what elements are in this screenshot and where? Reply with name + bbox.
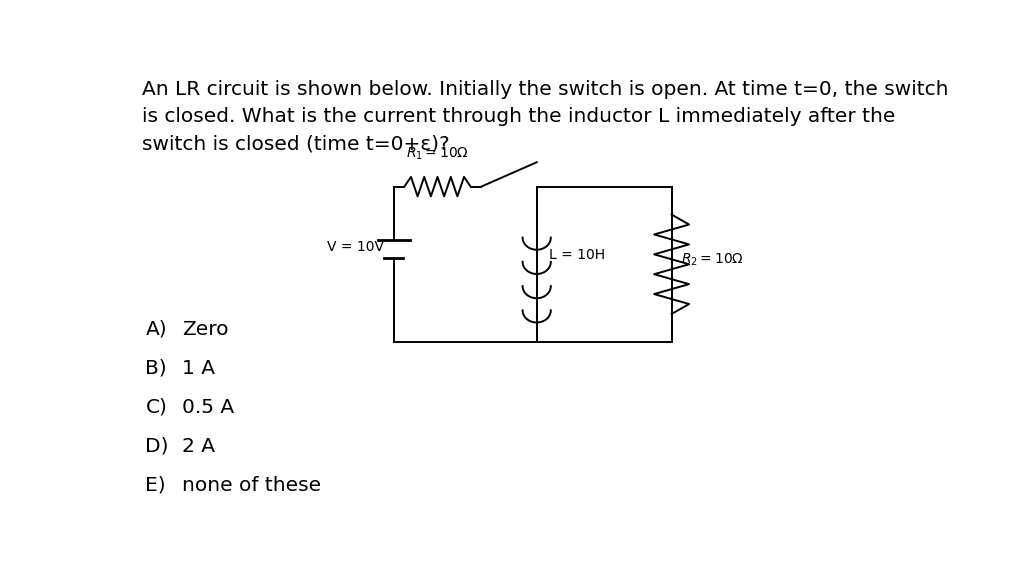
- Text: L = 10H: L = 10H: [549, 248, 605, 263]
- Text: 0.5 A: 0.5 A: [182, 398, 234, 417]
- Text: $R_2 = 10\Omega$: $R_2 = 10\Omega$: [681, 252, 744, 268]
- Text: 2 A: 2 A: [182, 437, 215, 456]
- Text: An LR circuit is shown below. Initially the switch is open. At time t=0, the swi: An LR circuit is shown below. Initially …: [142, 80, 949, 154]
- Text: C): C): [145, 398, 167, 417]
- Text: E): E): [145, 476, 166, 495]
- Text: none of these: none of these: [182, 476, 322, 495]
- Text: $R_1 = 10\Omega$: $R_1 = 10\Omega$: [406, 146, 469, 162]
- Text: Zero: Zero: [182, 320, 228, 339]
- Text: A): A): [145, 320, 167, 339]
- Text: V = 10V: V = 10V: [328, 240, 384, 253]
- Text: 1 A: 1 A: [182, 359, 215, 378]
- Text: D): D): [145, 437, 169, 456]
- Text: B): B): [145, 359, 167, 378]
